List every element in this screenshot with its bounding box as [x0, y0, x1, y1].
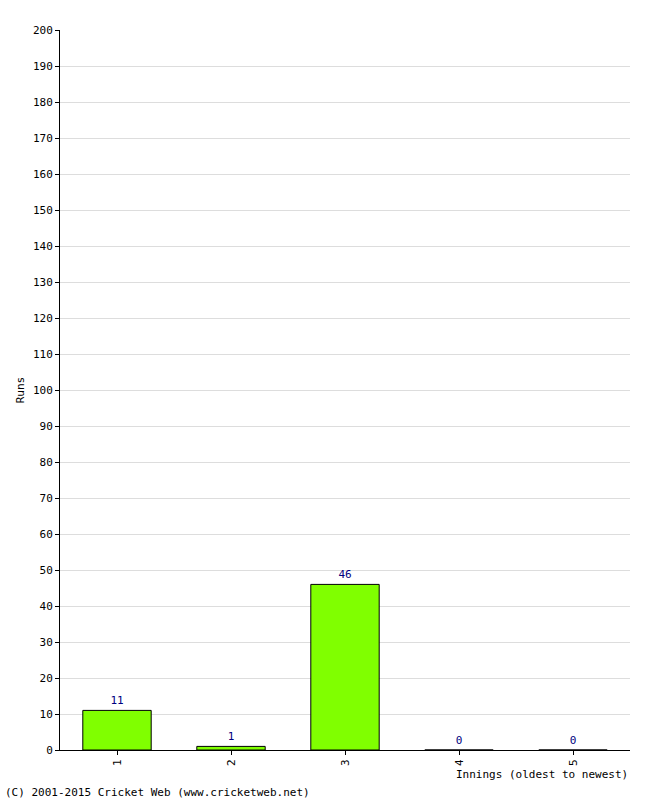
svg-text:170: 170: [33, 132, 53, 145]
svg-text:1: 1: [228, 730, 235, 743]
svg-text:0: 0: [570, 734, 577, 747]
svg-text:90: 90: [40, 420, 53, 433]
svg-text:180: 180: [33, 96, 53, 109]
svg-text:1: 1: [111, 759, 124, 766]
svg-text:140: 140: [33, 240, 53, 253]
svg-text:46: 46: [338, 568, 351, 581]
svg-text:200: 200: [33, 24, 53, 37]
svg-text:80: 80: [40, 456, 53, 469]
svg-text:50: 50: [40, 564, 53, 577]
svg-text:100: 100: [33, 384, 53, 397]
svg-text:11: 11: [110, 694, 123, 707]
svg-text:40: 40: [40, 600, 53, 613]
svg-text:70: 70: [40, 492, 53, 505]
svg-text:130: 130: [33, 276, 53, 289]
svg-text:20: 20: [40, 672, 53, 685]
svg-text:190: 190: [33, 60, 53, 73]
svg-text:120: 120: [33, 312, 53, 325]
svg-text:3: 3: [339, 759, 352, 766]
svg-text:110: 110: [33, 348, 53, 361]
svg-text:160: 160: [33, 168, 53, 181]
svg-text:2: 2: [225, 759, 238, 766]
svg-text:(C) 2001-2015 Cricket Web (www: (C) 2001-2015 Cricket Web (www.cricketwe…: [5, 786, 310, 799]
svg-text:5: 5: [567, 759, 580, 766]
svg-text:30: 30: [40, 636, 53, 649]
svg-text:4: 4: [453, 759, 466, 766]
svg-text:Runs: Runs: [14, 377, 27, 404]
svg-text:0: 0: [46, 744, 53, 757]
svg-text:Innings (oldest to newest): Innings (oldest to newest): [456, 768, 628, 781]
svg-text:150: 150: [33, 204, 53, 217]
svg-text:0: 0: [456, 734, 463, 747]
svg-text:10: 10: [40, 708, 53, 721]
svg-text:60: 60: [40, 528, 53, 541]
